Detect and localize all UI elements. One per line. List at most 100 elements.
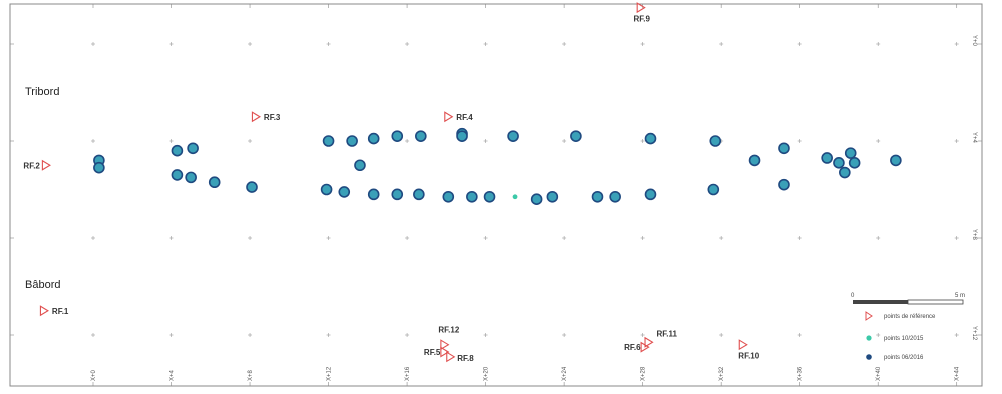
reference-point: RF.5 [424,346,450,358]
x-tick-label: X+40 [876,366,882,381]
reference-point: RF.4 [444,111,473,123]
reference-marker [738,339,748,351]
survey-point-2016 [391,188,404,201]
reference-label: RF.9 [633,15,650,24]
survey-point-2016 [609,190,621,203]
survey-point-2016 [346,135,358,147]
port-label: Bâbord [25,279,60,291]
survey-point-2016 [354,159,366,172]
survey-point-2016 [644,188,657,201]
survey-point-2015 [512,194,518,200]
reference-marker [39,305,49,317]
x-tick-label: X+28 [641,366,647,381]
reference-marker [440,339,450,351]
survey-point-2016 [507,130,519,142]
reference-point: RF.10 [738,339,760,361]
reference-label: RF.5 [424,348,441,357]
reference-label: RF.10 [738,352,759,361]
reference-point: RF.12 [438,326,460,351]
survey-point-2016 [778,178,790,191]
y-tick-label: Y+8 [971,229,977,241]
scale-bar-black [853,300,908,304]
reference-marker [251,111,261,123]
survey-point-2016 [171,144,184,157]
survey-point-2016 [848,157,861,169]
survey-point-2016 [466,190,478,203]
y-tick-label: Y+4 [971,132,977,144]
x-tick-label: X+20 [484,366,490,381]
points-layer [93,127,902,205]
x-tick-label: X+24 [562,366,568,381]
survey-point-2016 [338,186,351,198]
legend-2016-icon [866,354,872,360]
x-tick-label: X+0 [91,369,97,381]
survey-point-2016 [367,188,380,201]
survey-point-2016 [391,130,404,142]
survey-point-2016 [187,142,199,155]
survey-point-2016 [93,161,105,174]
reference-point: RF.3 [251,111,281,123]
survey-point-2016 [709,135,722,147]
reference-marker [636,2,646,14]
survey-point-2016 [833,157,845,169]
survey-point-2016 [208,176,221,189]
reference-label: RF.2 [23,161,40,170]
survey-point-2016 [644,132,657,145]
reference-point: RF.11 [644,329,678,348]
scale-start-label: 0 [851,293,855,299]
axis-layer: X+0 X+4 X+8 X+12 X+16 X+20 X+24 X+28 X+32 X+36 X+4… [91,35,977,381]
reference-point: RF.9 [633,2,650,24]
survey-point-2016 [707,183,720,196]
legend-2015-icon [866,335,872,341]
x-tick-label: X+4 [170,369,176,381]
survey-point-2016 [844,147,857,159]
legend: 0 5 m points de référence points 10/2015… [851,293,965,361]
scale-end-label: 5 m [955,293,965,299]
x-tick-label: X+16 [405,366,411,381]
starboard-label: Tribord [25,86,59,98]
plan-frame [9,3,983,387]
reference-label: RF.12 [438,326,459,335]
survey-point-2016 [185,171,197,184]
survey-point-2016 [246,181,258,193]
survey-point-2016 [413,188,425,201]
survey-point-2016 [320,183,333,196]
survey-point-2016 [546,190,559,203]
reference-point: RF.1 [39,305,69,317]
survey-point-2016 [322,135,335,147]
survey-point-2016 [483,190,496,203]
y-tick-label: Y+0 [971,35,977,47]
legend-2015-label: points 10/2015 [884,336,924,342]
reference-point: RF.2 [23,159,51,171]
reference-layer: RF.1RF.2RF.3RF.4RF.5RF.6RF.7RF.8RF.9RF.1… [23,2,760,363]
x-tick-label: X+12 [327,366,333,381]
x-tick-label: X+32 [719,366,725,381]
y-tick-label: Y+12 [971,326,977,341]
legend-reference-label: points de référence [884,314,936,320]
legend-reference-icon [865,311,873,321]
reference-label: RF.11 [657,329,678,338]
survey-point-2016 [591,190,604,203]
reference-label: RF.4 [456,113,473,122]
survey-point-2016 [778,142,790,155]
reference-marker [444,111,454,123]
x-tick-label: X+36 [798,366,804,381]
survey-point-2016 [415,130,427,142]
survey-point-2016 [456,130,468,142]
legend-2016-label: points 06/2016 [884,355,924,361]
scale-bar-white [907,299,964,305]
reference-label: RF.8 [457,354,474,363]
survey-point-2016 [171,169,184,181]
reference-point: RF.8 [446,351,474,363]
reference-marker [644,336,654,348]
survey-point-2016 [442,190,455,203]
survey-point-2016 [367,132,380,145]
survey-point-2016 [839,166,851,179]
survey-point-2016 [748,154,761,167]
reference-marker [41,159,51,171]
reference-label: RF.6 [624,343,641,352]
reference-label: RF.1 [52,307,69,316]
survey-point-2016 [530,193,543,205]
x-tick-label: X+44 [955,366,961,381]
